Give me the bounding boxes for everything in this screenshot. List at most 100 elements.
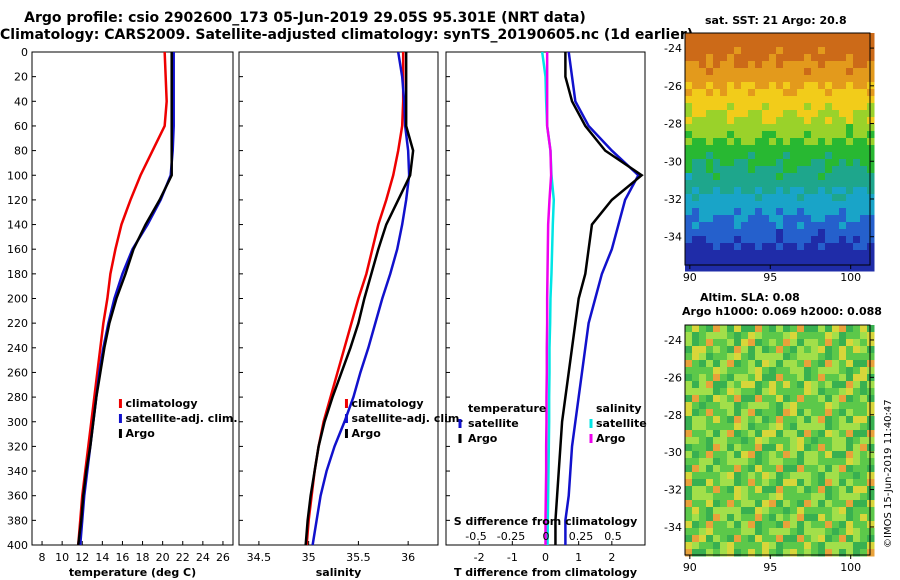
map-cell <box>832 131 840 139</box>
map-cell <box>825 451 833 459</box>
map-cell <box>867 332 875 340</box>
map-cell <box>790 96 798 104</box>
difference-xtick-label: -1 <box>507 551 518 564</box>
map-cell <box>755 131 763 139</box>
map-cell <box>853 395 861 403</box>
map-cell <box>741 465 749 473</box>
map-cell <box>692 423 700 431</box>
map-cell <box>720 138 728 146</box>
map-cell <box>706 96 714 104</box>
map-cell <box>741 96 749 104</box>
map-cell <box>699 250 707 258</box>
map-cell <box>790 215 798 223</box>
map-cell <box>692 201 700 209</box>
map-cell <box>818 243 826 251</box>
map-cell <box>720 180 728 188</box>
map-cell <box>706 458 714 466</box>
map-cell <box>853 381 861 389</box>
map-cell <box>685 187 693 195</box>
map-cell <box>776 47 784 55</box>
map-cell <box>839 514 847 522</box>
map-cell <box>797 47 805 55</box>
map-cell <box>776 395 784 403</box>
map-cell <box>727 47 735 55</box>
sst_map-ytick-label: -30 <box>664 155 682 168</box>
map-cell <box>818 409 826 417</box>
map-cell <box>692 33 700 41</box>
map-cell <box>825 152 833 160</box>
map-cell <box>860 360 868 368</box>
map-cell <box>839 353 847 361</box>
map-cell <box>797 264 805 272</box>
map-cell <box>839 360 847 368</box>
map-cell <box>839 451 847 459</box>
map-cell <box>867 96 875 104</box>
map-cell <box>783 332 791 340</box>
map-cell <box>769 159 777 167</box>
map-cell <box>804 68 812 76</box>
map-cell <box>762 68 770 76</box>
map-cell <box>748 409 756 417</box>
map-cell <box>762 89 770 97</box>
map-cell <box>713 82 721 90</box>
map-cell <box>706 166 714 174</box>
map-cell <box>741 215 749 223</box>
map-cell <box>692 47 700 55</box>
map-cell <box>804 395 812 403</box>
map-cell <box>811 61 819 69</box>
map-cell <box>818 395 826 403</box>
map-cell <box>818 145 826 153</box>
map-cell <box>776 215 784 223</box>
map-cell <box>769 402 777 410</box>
map-cell <box>832 89 840 97</box>
map-cell <box>860 416 868 424</box>
map-cell <box>713 33 721 41</box>
map-cell <box>783 82 791 90</box>
map-cell <box>811 215 819 223</box>
map-cell <box>776 444 784 452</box>
map-cell <box>790 472 798 480</box>
map-cell <box>804 542 812 550</box>
map-cell <box>790 549 798 557</box>
map-cell <box>769 75 777 83</box>
map-cell <box>867 472 875 480</box>
map-cell <box>769 493 777 501</box>
map-cell <box>762 159 770 167</box>
map-cell <box>860 173 868 181</box>
map-cell <box>825 416 833 424</box>
map-cell <box>790 486 798 494</box>
map-cell <box>783 75 791 83</box>
map-cell <box>846 187 854 195</box>
map-cell <box>741 339 749 347</box>
map-cell <box>741 250 749 258</box>
map-cell <box>867 194 875 202</box>
map-cell <box>720 152 728 160</box>
map-cell <box>860 166 868 174</box>
map-cell <box>741 535 749 543</box>
map-cell <box>832 416 840 424</box>
map-cell <box>818 360 826 368</box>
map-cell <box>846 444 854 452</box>
temperature-xtick-label: 20 <box>156 551 170 564</box>
map-cell <box>839 138 847 146</box>
map-cell <box>846 528 854 536</box>
map-cell <box>811 159 819 167</box>
map-cell <box>797 131 805 139</box>
map-cell <box>790 353 798 361</box>
map-cell <box>811 110 819 118</box>
map-cell <box>832 542 840 550</box>
map-cell <box>860 535 868 543</box>
map-cell <box>769 444 777 452</box>
map-cell <box>685 542 693 550</box>
map-cell <box>727 96 735 104</box>
salinity-xtick-label: 36 <box>401 551 415 564</box>
map-cell <box>685 236 693 244</box>
map-cell <box>783 542 791 550</box>
map-cell <box>769 264 777 272</box>
map-cell <box>776 325 784 333</box>
map-cell <box>797 180 805 188</box>
map-cell <box>748 388 756 396</box>
map-cell <box>853 479 861 487</box>
map-cell <box>720 194 728 202</box>
map-cell <box>790 201 798 209</box>
